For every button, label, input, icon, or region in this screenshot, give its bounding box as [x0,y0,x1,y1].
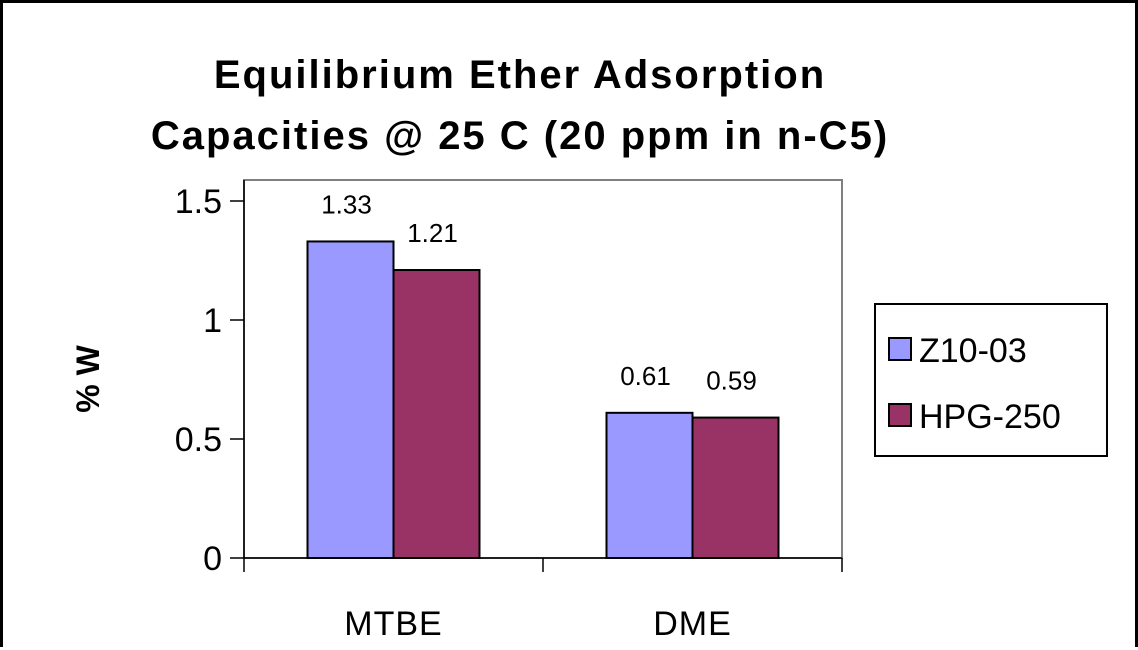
y-tick-label: 1.5 [175,183,222,221]
bar [691,416,780,559]
data-label: 0.59 [706,366,757,396]
x-tick-label: DME [653,605,732,643]
chart-title-line-1: Equilibrium Ether Adsorption [214,53,826,97]
data-label: 1.33 [321,189,372,219]
legend-label: HPG-250 [919,398,1061,436]
bar [306,240,395,560]
x-tick-label: MTBE [344,605,442,643]
legend-box [874,303,1108,457]
data-label: 1.21 [407,218,458,248]
data-label: 0.61 [620,361,671,391]
y-tick-label: 1 [203,302,222,340]
chart-title-line-2: Capacities @ 25 C (20 ppm in n-C5) [151,114,889,158]
y-tick-label: 0 [203,540,222,578]
legend-swatch [888,337,912,361]
y-axis-label: % W [70,344,106,412]
bar [392,269,481,559]
legend: Z10-03 HPG-250 [874,303,1108,457]
bar [605,411,694,559]
chart-title: Equilibrium Ether Adsorption Capacities … [151,53,889,158]
legend-swatch [888,403,912,427]
plot-area: 0 0.5 1 1.5 1.33 1.21 MTBE 0.61 0.59 DME [175,179,843,643]
legend-label: Z10-03 [919,332,1027,370]
y-tick-label: 0.5 [175,421,222,459]
bar-chart: Equilibrium Ether Adsorption Capacities … [70,53,1108,643]
